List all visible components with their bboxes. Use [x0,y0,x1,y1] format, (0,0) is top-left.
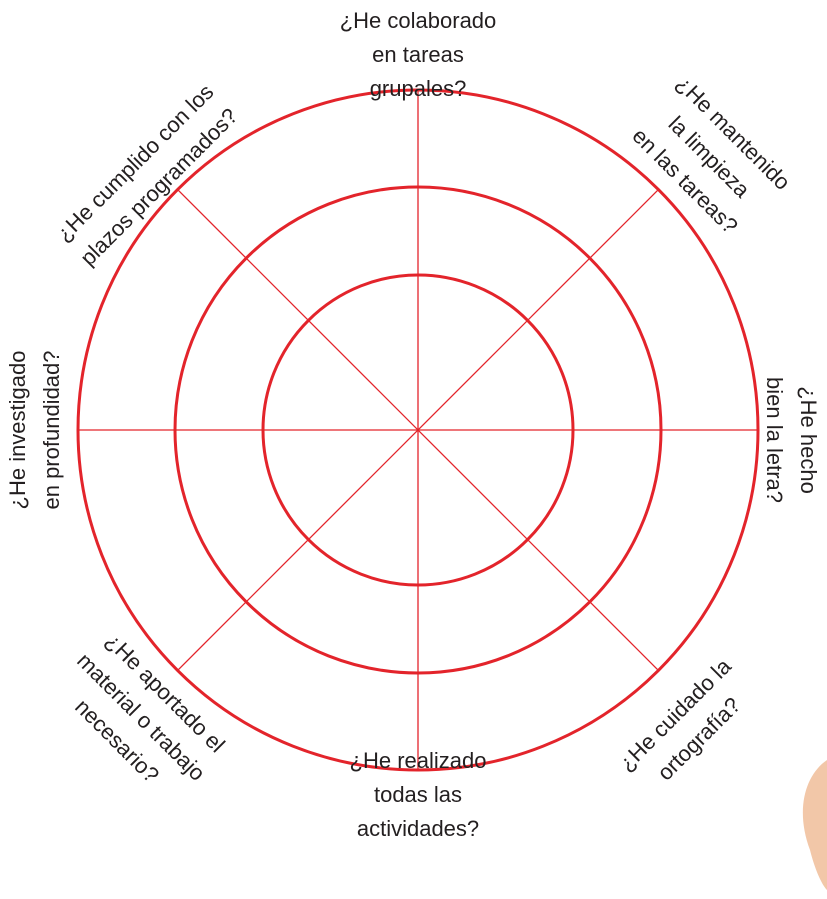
child-photo-fragment [803,760,827,890]
decoration [803,760,827,890]
criterion-label: ¿He investigado en profundidad? [5,350,64,509]
label-line: actividades? [357,816,479,841]
criterion-label: ¿He realizado todas las actividades? [350,748,487,841]
label-line: en profundidad? [39,350,64,509]
label-line: ¿He investigado [5,351,30,510]
wheel [78,90,758,770]
assessment-wheel: ¿He colaborado en tareas grupales? ¿He mant… [0,0,827,899]
label-line: ¿He hecho [796,386,821,494]
criterion-label: ¿He hecho bien la letra? [762,377,821,503]
label-line: en tareas [372,42,464,67]
label-line: todas las [374,782,462,807]
label-line: bien la letra? [762,377,787,503]
label-line: ¿He colaborado [340,8,497,33]
label-line: ¿He realizado [350,748,487,773]
criterion-label: ¿He colaborado en tareas grupales? [340,8,497,101]
label-line: grupales? [370,76,467,101]
